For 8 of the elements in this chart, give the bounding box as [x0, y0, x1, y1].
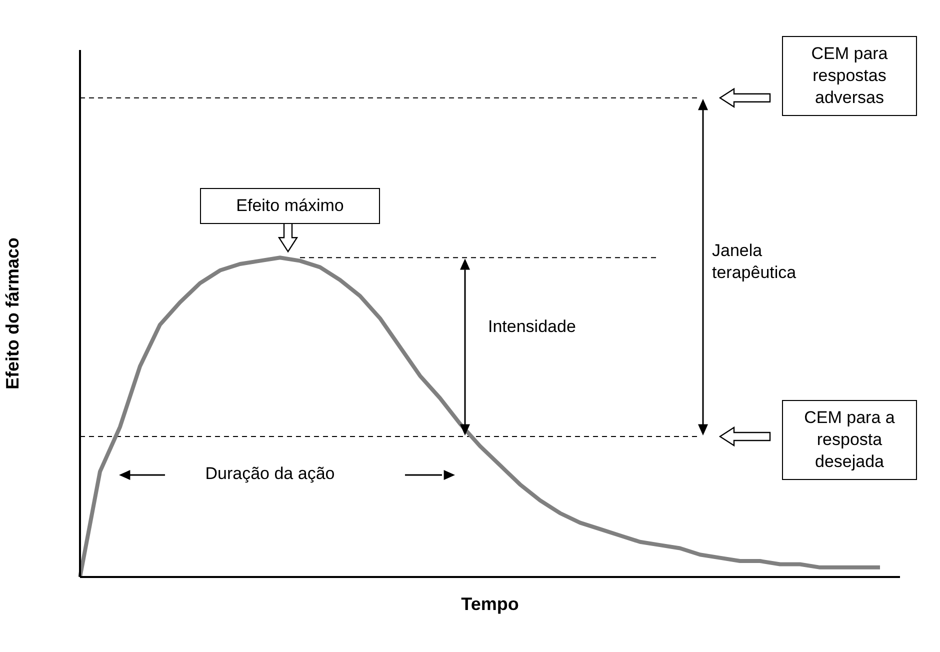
annotation: Duração da ação	[204, 463, 336, 485]
annotation: Janela terapêutica	[712, 240, 798, 284]
text: CEM para respostas adversas	[782, 36, 917, 116]
text: Efeito máximo	[200, 188, 380, 224]
x-axis-title: Tempo	[461, 594, 519, 614]
y-axis-title: Efeito do fármaco	[2, 237, 22, 390]
annotation: Intensidade	[488, 316, 577, 338]
annotation: CEM para a resposta desejada	[782, 400, 917, 480]
